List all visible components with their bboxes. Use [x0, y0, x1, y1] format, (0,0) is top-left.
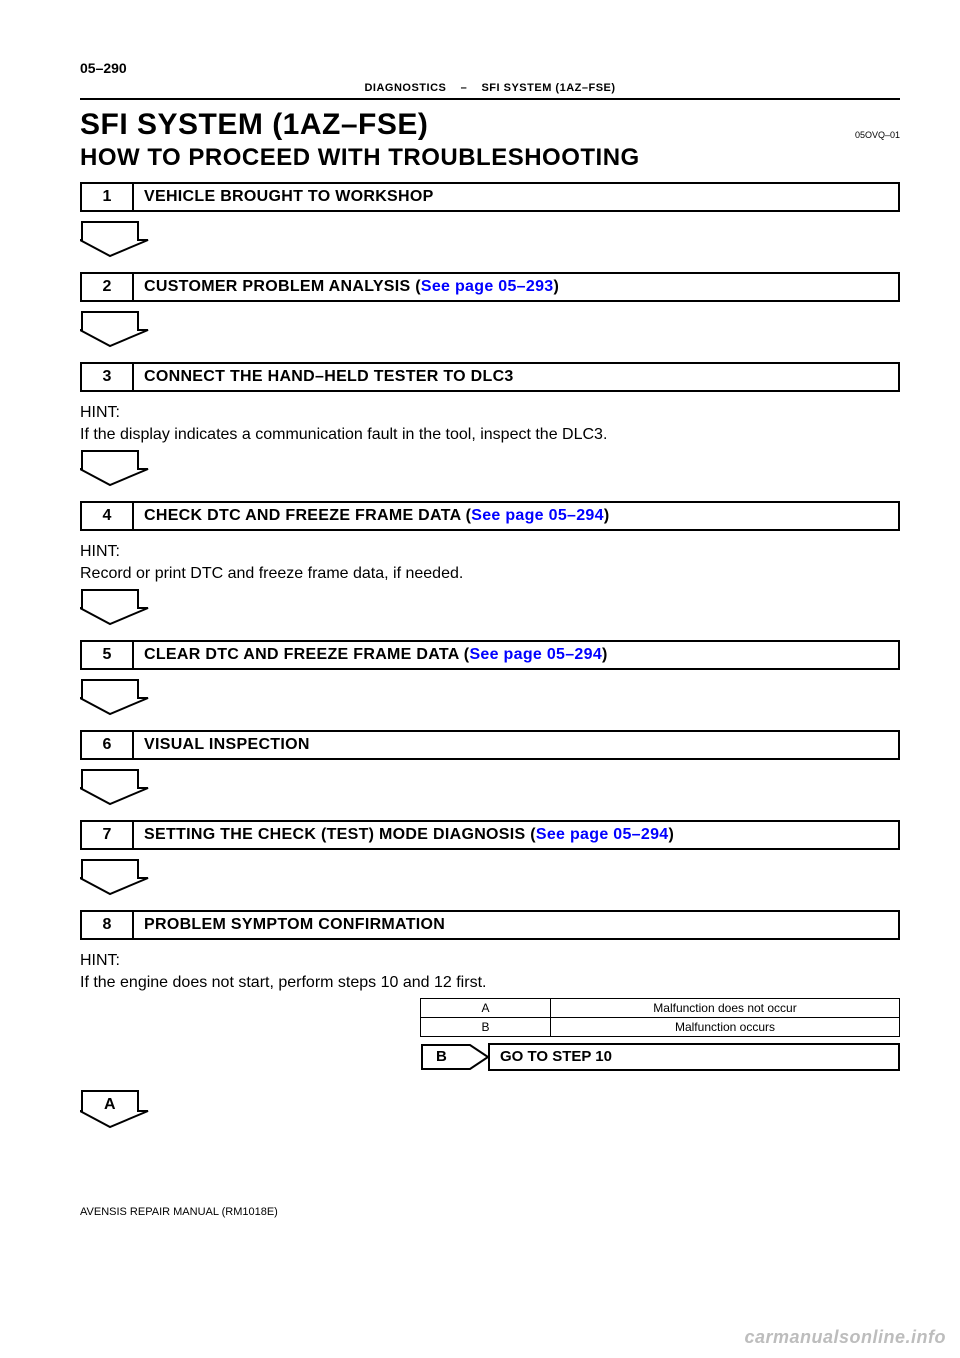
result-code: A	[421, 998, 551, 1017]
step-label: SETTING THE CHECK (TEST) MODE DIAGNOSIS …	[134, 822, 898, 848]
doc-ref: 05OVQ–01	[855, 130, 900, 140]
hint-block: HINT: Record or print DTC and freeze fra…	[80, 541, 900, 584]
step-text-post: )	[668, 826, 674, 844]
hint-block: HINT: If the engine does not start, perf…	[80, 950, 900, 993]
down-arrow-icon	[80, 588, 900, 626]
step-text: PROBLEM SYMPTOM CONFIRMATION	[144, 916, 445, 934]
step-box-4: 4 CHECK DTC AND FREEZE FRAME DATA (See p…	[80, 501, 900, 531]
step-label: CUSTOMER PROBLEM ANALYSIS (See page 05–2…	[134, 274, 898, 300]
step-box-3: 3 CONNECT THE HAND–HELD TESTER TO DLC3	[80, 362, 900, 392]
down-arrow-icon	[80, 449, 900, 487]
hint-block: HINT: If the display indicates a communi…	[80, 402, 900, 445]
step-number: 5	[82, 642, 134, 668]
step-box-5: 5 CLEAR DTC AND FREEZE FRAME DATA (See p…	[80, 640, 900, 670]
step-text: VISUAL INSPECTION	[144, 736, 310, 754]
result-table: A Malfunction does not occur B Malfuncti…	[420, 998, 900, 1037]
hint-label: HINT:	[80, 952, 120, 969]
goto-text: GO TO STEP 10	[488, 1043, 900, 1071]
step-number: 7	[82, 822, 134, 848]
title-row: SFI SYSTEM (1AZ–FSE) 05OVQ–01	[80, 108, 900, 142]
watermark: carmanualsonline.info	[744, 1327, 946, 1348]
step-text: CONNECT THE HAND–HELD TESTER TO DLC3	[144, 368, 514, 386]
page-code: 05–290	[80, 60, 900, 76]
step-text: SETTING THE CHECK (TEST) MODE DIAGNOSIS …	[144, 826, 536, 844]
step-text: CLEAR DTC AND FREEZE FRAME DATA (	[144, 646, 469, 664]
step-box-2: 2 CUSTOMER PROBLEM ANALYSIS (See page 05…	[80, 272, 900, 302]
step-number: 2	[82, 274, 134, 300]
step-label: CLEAR DTC AND FREEZE FRAME DATA (See pag…	[134, 642, 898, 668]
page-link[interactable]: See page 05–294	[471, 507, 604, 525]
manual-page: 05–290 DIAGNOSTICS – SFI SYSTEM (1AZ–FSE…	[0, 0, 960, 1134]
hint-label: HINT:	[80, 543, 120, 560]
step-label: CONNECT THE HAND–HELD TESTER TO DLC3	[134, 364, 898, 390]
down-arrow-icon	[80, 310, 900, 348]
step-label: CHECK DTC AND FREEZE FRAME DATA (See pag…	[134, 503, 898, 529]
header-right: SFI SYSTEM (1AZ–FSE)	[481, 82, 615, 94]
down-arrow-a-icon: A	[80, 1089, 900, 1134]
step-number: 3	[82, 364, 134, 390]
down-arrow-icon	[80, 220, 900, 258]
table-row: A Malfunction does not occur	[421, 998, 900, 1017]
step-box-1: 1 VEHICLE BROUGHT TO WORKSHOP	[80, 182, 900, 212]
step-text: VEHICLE BROUGHT TO WORKSHOP	[144, 188, 434, 206]
hint-text: If the display indicates a communication…	[80, 426, 607, 443]
page-link[interactable]: See page 05–294	[469, 646, 602, 664]
main-title: SFI SYSTEM (1AZ–FSE)	[80, 108, 428, 142]
step-label: VEHICLE BROUGHT TO WORKSHOP	[134, 184, 898, 210]
goto-row: B GO TO STEP 10	[420, 1043, 900, 1071]
sub-title: HOW TO PROCEED WITH TROUBLESHOOTING	[80, 144, 900, 172]
step-label: VISUAL INSPECTION	[134, 732, 898, 758]
step-text: CUSTOMER PROBLEM ANALYSIS (	[144, 278, 421, 296]
down-arrow-icon	[80, 858, 900, 896]
goto-letter: B	[436, 1048, 447, 1065]
table-row: B Malfunction occurs	[421, 1017, 900, 1036]
footer-text: AVENSIS REPAIR MANUAL (RM1018E)	[80, 1206, 278, 1218]
step-number: 6	[82, 732, 134, 758]
step-box-7: 7 SETTING THE CHECK (TEST) MODE DIAGNOSI…	[80, 820, 900, 850]
step-box-8: 8 PROBLEM SYMPTOM CONFIRMATION	[80, 910, 900, 940]
step-label: PROBLEM SYMPTOM CONFIRMATION	[134, 912, 898, 938]
step-text-post: )	[553, 278, 559, 296]
down-arrow-icon	[80, 678, 900, 716]
step-text-post: )	[602, 646, 608, 664]
step-number: 4	[82, 503, 134, 529]
hint-label: HINT:	[80, 404, 120, 421]
step-text-post: )	[604, 507, 610, 525]
hint-text: If the engine does not start, perform st…	[80, 974, 486, 991]
step-number: 8	[82, 912, 134, 938]
hint-text: Record or print DTC and freeze frame dat…	[80, 565, 463, 582]
header-sep: –	[461, 82, 468, 94]
step-box-6: 6 VISUAL INSPECTION	[80, 730, 900, 760]
result-desc: Malfunction does not occur	[551, 998, 900, 1017]
step-number: 1	[82, 184, 134, 210]
section-header: DIAGNOSTICS – SFI SYSTEM (1AZ–FSE)	[80, 82, 900, 100]
page-link[interactable]: See page 05–293	[421, 278, 554, 296]
page-link[interactable]: See page 05–294	[536, 826, 669, 844]
arrow-letter: A	[104, 1096, 116, 1113]
result-code: B	[421, 1017, 551, 1036]
step-text: CHECK DTC AND FREEZE FRAME DATA (	[144, 507, 471, 525]
goto-arrow-icon: B	[420, 1043, 490, 1071]
down-arrow-icon	[80, 768, 900, 806]
result-desc: Malfunction occurs	[551, 1017, 900, 1036]
header-left: DIAGNOSTICS	[364, 82, 446, 94]
